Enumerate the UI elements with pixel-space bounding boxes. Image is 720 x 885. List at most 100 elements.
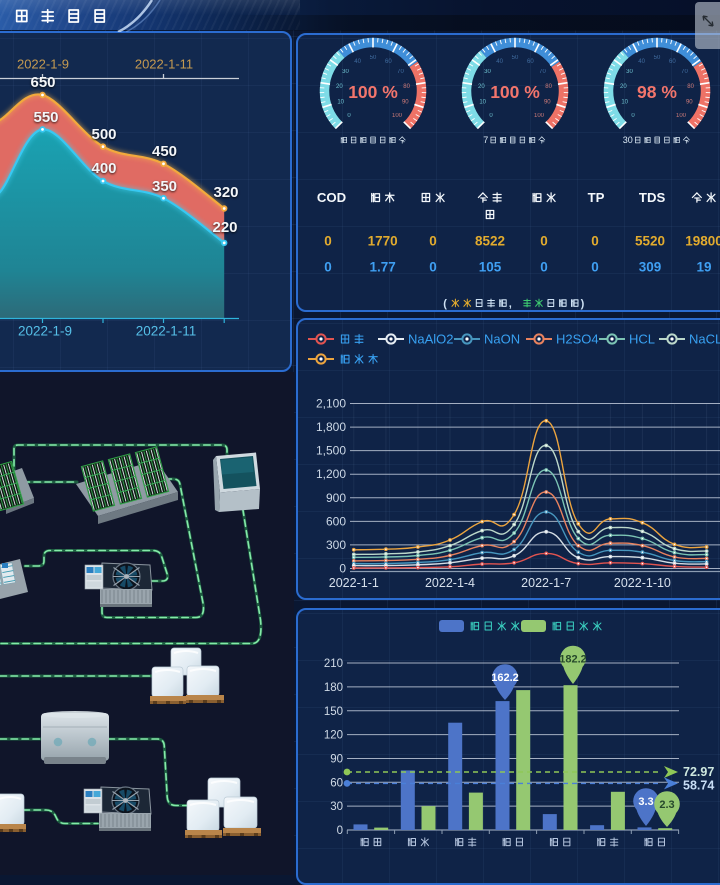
svg-text:0: 0 xyxy=(489,113,493,119)
svg-text:500: 500 xyxy=(91,126,116,143)
svg-text:3.3: 3.3 xyxy=(638,796,653,808)
svg-text:TDS: TDS xyxy=(639,190,666,205)
svg-text:30: 30 xyxy=(330,801,343,813)
svg-text:50: 50 xyxy=(654,55,661,61)
svg-text:350: 350 xyxy=(152,178,177,195)
svg-text:1770: 1770 xyxy=(368,234,398,249)
svg-text:100 %: 100 % xyxy=(348,82,398,102)
svg-text:300: 300 xyxy=(326,538,346,552)
svg-text:0: 0 xyxy=(429,259,437,274)
svg-text:60: 60 xyxy=(527,59,534,65)
svg-text:0: 0 xyxy=(347,113,351,119)
svg-text:100: 100 xyxy=(534,113,545,119)
svg-text:400: 400 xyxy=(91,160,116,177)
svg-text:100: 100 xyxy=(392,113,403,119)
svg-text:60: 60 xyxy=(669,59,676,65)
svg-text:30: 30 xyxy=(623,135,633,145)
svg-text:2,100: 2,100 xyxy=(316,397,346,411)
svg-text:10: 10 xyxy=(337,100,344,106)
svg-text:0: 0 xyxy=(631,113,635,119)
svg-text:20: 20 xyxy=(620,84,627,90)
svg-text:10: 10 xyxy=(479,100,486,106)
svg-text:50: 50 xyxy=(370,55,377,61)
svg-text:1,500: 1,500 xyxy=(316,444,346,458)
svg-text:0: 0 xyxy=(339,562,346,576)
svg-text:90: 90 xyxy=(330,754,343,766)
svg-text:(: ( xyxy=(443,298,447,310)
svg-text:450: 450 xyxy=(152,143,177,160)
svg-text:30: 30 xyxy=(626,69,633,75)
svg-text:20: 20 xyxy=(478,84,485,90)
svg-text:210: 210 xyxy=(324,658,343,670)
svg-text:80: 80 xyxy=(545,84,552,90)
svg-text:650: 650 xyxy=(30,74,55,91)
svg-text:90: 90 xyxy=(402,100,409,106)
svg-text:2022-1-4: 2022-1-4 xyxy=(425,576,475,590)
svg-text:600: 600 xyxy=(326,514,346,528)
svg-text:19: 19 xyxy=(696,259,711,274)
svg-text:105: 105 xyxy=(479,259,502,274)
svg-text:50: 50 xyxy=(512,55,519,61)
svg-text:70: 70 xyxy=(397,69,404,75)
svg-text:150: 150 xyxy=(324,706,343,718)
svg-text:1.77: 1.77 xyxy=(369,259,395,274)
svg-text:40: 40 xyxy=(496,59,503,65)
svg-text:0: 0 xyxy=(337,825,343,837)
svg-text:2022-1-7: 2022-1-7 xyxy=(521,576,571,590)
svg-text:NaON: NaON xyxy=(484,332,520,347)
svg-text:NaCLO: NaCLO xyxy=(689,332,720,347)
svg-text:0: 0 xyxy=(591,259,599,274)
svg-text:900: 900 xyxy=(326,491,346,505)
svg-text:120: 120 xyxy=(324,730,343,742)
svg-text:0: 0 xyxy=(540,259,548,274)
svg-text:72.97: 72.97 xyxy=(683,765,714,779)
svg-text:HCL: HCL xyxy=(629,332,655,347)
svg-text:2022-1-1: 2022-1-1 xyxy=(329,576,379,590)
svg-text:): ) xyxy=(581,298,585,310)
svg-text:19800: 19800 xyxy=(685,234,720,249)
svg-text:309: 309 xyxy=(639,259,662,274)
svg-text:2022-1-11: 2022-1-11 xyxy=(135,57,193,72)
svg-text:90: 90 xyxy=(686,100,693,106)
svg-text:182.2: 182.2 xyxy=(559,654,587,666)
svg-text:2022-1-9: 2022-1-9 xyxy=(17,57,69,72)
svg-text:220: 220 xyxy=(212,219,237,236)
svg-text:0: 0 xyxy=(324,259,332,274)
svg-text:2.3: 2.3 xyxy=(659,799,674,811)
svg-text:70: 70 xyxy=(539,69,546,75)
svg-text:7: 7 xyxy=(483,135,488,145)
svg-text:70: 70 xyxy=(681,69,688,75)
svg-text:80: 80 xyxy=(687,84,694,90)
svg-text:0: 0 xyxy=(429,234,437,249)
svg-text:80: 80 xyxy=(403,84,410,90)
svg-text:2022-1-9: 2022-1-9 xyxy=(18,324,72,339)
svg-text:40: 40 xyxy=(354,59,361,65)
svg-text:20: 20 xyxy=(336,84,343,90)
svg-text:60: 60 xyxy=(330,777,343,789)
svg-text:8522: 8522 xyxy=(475,234,505,249)
svg-text:10: 10 xyxy=(621,100,628,106)
svg-text:0: 0 xyxy=(540,234,548,249)
svg-text:2022-1-10: 2022-1-10 xyxy=(614,576,671,590)
svg-text:0: 0 xyxy=(591,234,599,249)
svg-text:5520: 5520 xyxy=(635,234,665,249)
svg-text:550: 550 xyxy=(33,109,58,126)
svg-text:1,200: 1,200 xyxy=(316,467,346,481)
svg-text:40: 40 xyxy=(638,59,645,65)
svg-text:,: , xyxy=(509,298,512,310)
svg-text:0: 0 xyxy=(324,234,332,249)
svg-text:1,800: 1,800 xyxy=(316,420,346,434)
svg-text:H2SO4: H2SO4 xyxy=(556,332,599,347)
svg-text:TP: TP xyxy=(588,190,605,205)
svg-text:100 %: 100 % xyxy=(490,82,540,102)
svg-text:180: 180 xyxy=(324,682,343,694)
svg-text:30: 30 xyxy=(484,69,491,75)
svg-text:NaAlO2: NaAlO2 xyxy=(408,332,454,347)
svg-text:COD: COD xyxy=(317,190,346,205)
svg-text:320: 320 xyxy=(213,184,238,201)
svg-text:58.74: 58.74 xyxy=(683,778,714,792)
svg-text:30: 30 xyxy=(342,69,349,75)
svg-text:98 %: 98 % xyxy=(637,82,677,102)
svg-text:162.2: 162.2 xyxy=(491,672,519,684)
svg-text:60: 60 xyxy=(385,59,392,65)
